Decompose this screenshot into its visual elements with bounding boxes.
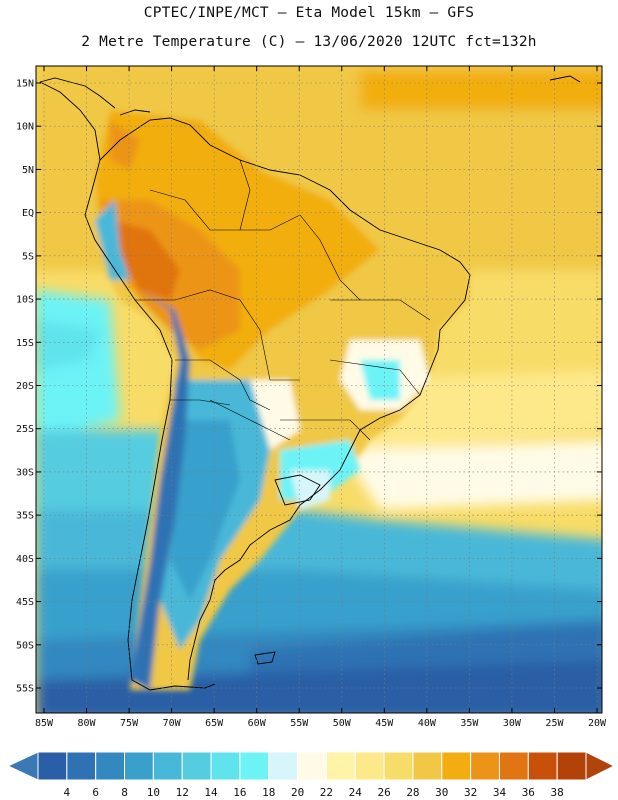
country-borders xyxy=(135,159,431,441)
colorbar-label: 10 xyxy=(147,786,160,799)
colorbar-over-arrow xyxy=(585,751,616,781)
colorbar-segment xyxy=(383,751,414,781)
colorbar-label: 30 xyxy=(435,786,448,799)
colorbar-label: 16 xyxy=(233,786,246,799)
lon-label: 25W xyxy=(545,718,564,729)
colorbar xyxy=(6,751,616,781)
lon-label: 35W xyxy=(460,718,479,729)
lat-label: 10S xyxy=(16,295,34,306)
colorbar-label: 8 xyxy=(121,786,128,799)
colorbar-segment xyxy=(268,751,299,781)
latitude-labels: 15N 10N 5N EQ 5S 10S 15S 20S 25S 30S 35S 40S 45S 50S 5… xyxy=(16,79,34,695)
lon-label: 55W xyxy=(290,718,309,729)
colorbar-label: 34 xyxy=(493,786,507,799)
colorbar-segment xyxy=(210,751,241,781)
lat-label: 15S xyxy=(16,338,34,349)
colorbar-segment xyxy=(470,751,500,781)
lat-label: 50S xyxy=(16,640,34,651)
lat-label: 40S xyxy=(16,554,34,565)
colorbar-segment xyxy=(441,751,472,781)
lon-label: 60W xyxy=(248,718,267,729)
colorbar-segment xyxy=(66,751,97,781)
colorbar-label: 32 xyxy=(464,786,477,799)
lon-label: 20W xyxy=(588,718,607,729)
lon-label: 65W xyxy=(205,718,224,729)
lat-label: 55S xyxy=(16,684,34,695)
colorbar-segment xyxy=(527,751,558,781)
colorbar-labels: 4 6 8 10 12 14 16 18 20 22 24 26 28 30 32 34 36 38 xyxy=(64,786,564,799)
map-title-line1: CPTEC/INPE/MCT – Eta Model 15km – GFS xyxy=(143,5,475,21)
lon-label: 75W xyxy=(120,718,139,729)
colorbar-label: 6 xyxy=(92,786,99,799)
lat-label: 15N xyxy=(16,79,34,90)
axis-ticks xyxy=(36,66,602,713)
colorbar-label: 18 xyxy=(262,786,275,799)
colorbar-label: 14 xyxy=(204,786,218,799)
lon-label: 70W xyxy=(163,718,182,729)
colorbar-label: 36 xyxy=(522,786,535,799)
colorbar-segment xyxy=(498,751,529,781)
colorbar-segment xyxy=(181,751,212,781)
colorbar-segment xyxy=(297,751,327,781)
colorbar-label: 12 xyxy=(176,786,189,799)
colorbar-label: 4 xyxy=(64,786,71,799)
lon-label: 85W xyxy=(35,718,54,729)
colorbar-label: 22 xyxy=(320,786,333,799)
colorbar-label: 26 xyxy=(377,786,390,799)
map-title-line2: 2 Metre Temperature (C) – 13/06/2020 12U… xyxy=(81,34,537,50)
colorbar-segment xyxy=(325,751,356,781)
colorbar-segment xyxy=(124,751,154,781)
colorbar-segment xyxy=(556,751,587,781)
lat-label: EQ xyxy=(22,208,34,219)
colorbar-segment xyxy=(239,751,270,781)
lat-label: 45S xyxy=(16,597,34,608)
lon-label: 45W xyxy=(375,718,394,729)
lat-label: 30S xyxy=(16,467,34,478)
colorbar-label: 38 xyxy=(551,786,564,799)
colorbar-segment xyxy=(95,751,126,781)
colorbar-label: 20 xyxy=(291,786,304,799)
colorbar-segment xyxy=(412,751,443,781)
coastlines xyxy=(39,75,581,691)
colorbar-label: 28 xyxy=(406,786,419,799)
lat-label: 20S xyxy=(16,381,34,392)
lon-label: 30W xyxy=(503,718,522,729)
lat-label: 5N xyxy=(22,165,34,176)
colorbar-label: 24 xyxy=(349,786,363,799)
map-frame xyxy=(35,65,603,714)
lon-label: 40W xyxy=(418,718,437,729)
lon-label: 50W xyxy=(333,718,352,729)
colorbar-segment xyxy=(152,751,183,781)
lon-label: 80W xyxy=(78,718,97,729)
lat-label: 35S xyxy=(16,511,34,522)
lat-label: 25S xyxy=(16,424,34,435)
colorbar-under-arrow xyxy=(6,751,39,781)
colorbar-segment xyxy=(354,751,385,781)
temperature-field xyxy=(36,66,602,713)
longitude-labels: 85W 80W 75W 70W 65W 60W 55W 50W 45W 40W 35W 30W 25W 2… xyxy=(35,718,607,729)
lat-label: 5S xyxy=(22,251,34,262)
colorbar-segment xyxy=(37,751,68,781)
lat-label: 10N xyxy=(16,122,34,133)
